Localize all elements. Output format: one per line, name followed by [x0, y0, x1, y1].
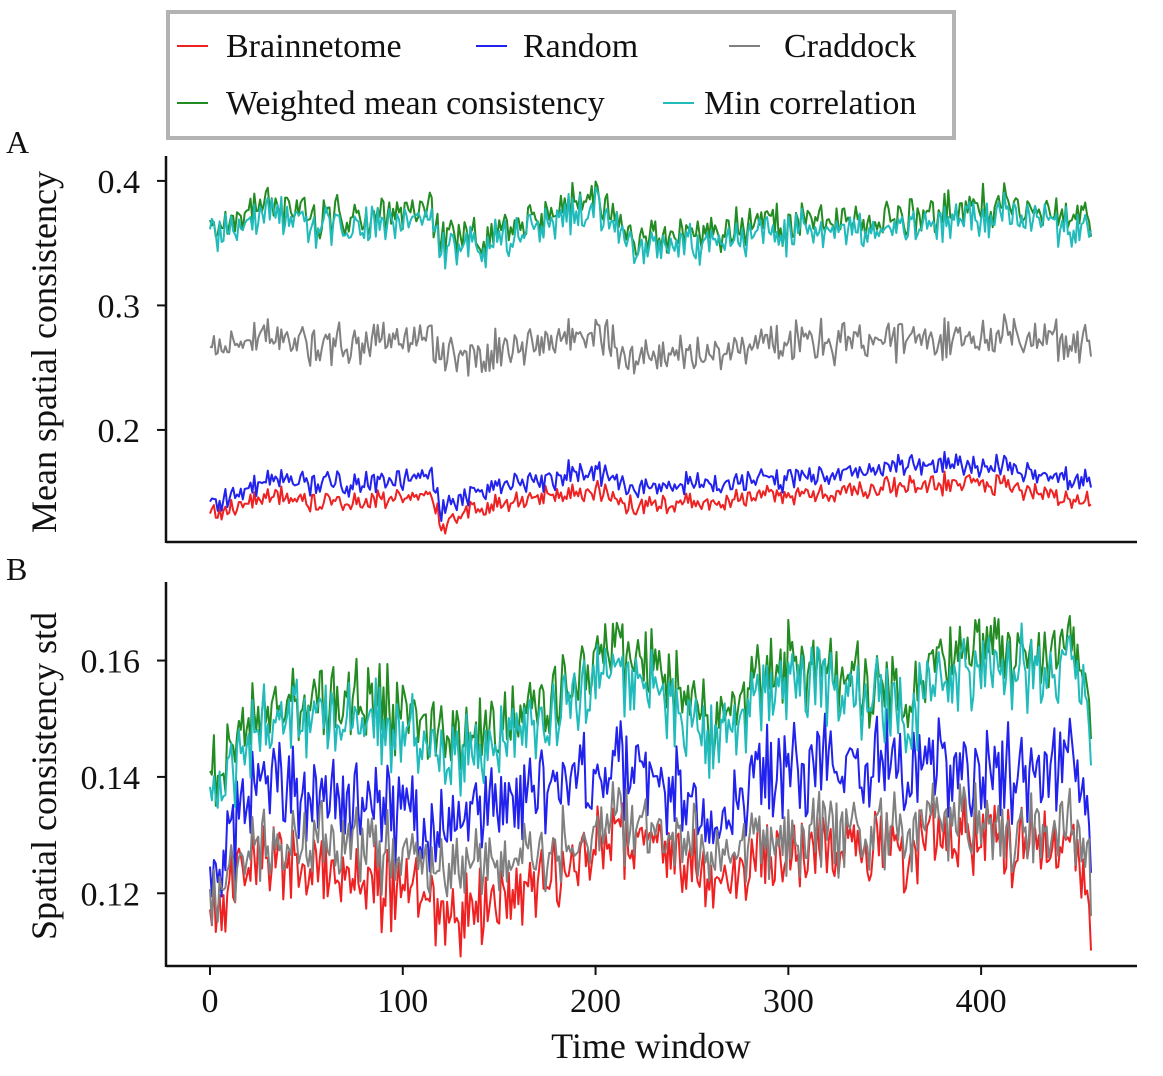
panel-a-y-tick-label: 0.4 — [98, 164, 141, 201]
panel-b-y-tick-label: 0.16 — [81, 644, 141, 681]
legend-entry-random: Random — [476, 28, 638, 65]
panel-a-series-random — [209, 450, 1092, 522]
panel-a-y-tick-label: 0.2 — [98, 413, 141, 450]
panel-b-x-tick-label: 200 — [570, 983, 621, 1020]
panel-a-series — [209, 180, 1092, 535]
legend-label-weighted-mean-consistency: Weighted mean consistency — [226, 85, 605, 122]
panel-b-x-tick-label: 100 — [377, 983, 428, 1020]
panel-a-series-craddock — [209, 313, 1092, 377]
panel-b-x-tick-label: 400 — [956, 983, 1007, 1020]
panel-b-series-craddock — [209, 781, 1092, 926]
panel-a: A Mean spatial consistency 0.2 0.3 0.4 — [6, 124, 1137, 544]
panel-a-y-axis-label: Mean spatial consistency — [24, 171, 64, 533]
legend-entry-weighted-mean-consistency: Weighted mean consistency — [177, 85, 605, 122]
panel-a-series-weighted-mean-consistency — [209, 180, 1092, 257]
panel-b-y-axis-label: Spatial consistency std — [24, 612, 64, 940]
panel-b-letter: B — [6, 551, 27, 587]
panel-b-ticks: 0.12 0.14 0.16 0 100 200 300 400 — [81, 644, 1007, 1020]
legend-entry-min-correlation: Min correlation — [663, 85, 916, 122]
panel-b-y-tick-label: 0.12 — [81, 876, 141, 913]
panel-b-x-axis-label: Time window — [551, 1026, 751, 1066]
legend-label-brainnetome: Brainnetome — [226, 28, 402, 65]
panel-b-x-tick-label: 0 — [202, 983, 219, 1020]
panel-a-ticks: 0.2 0.3 0.4 — [98, 164, 166, 450]
panel-b-series-min-correlation — [209, 622, 1092, 809]
panel-a-y-tick-label: 0.3 — [98, 288, 141, 325]
legend-label-craddock: Craddock — [784, 28, 916, 65]
panel-b-series — [209, 615, 1092, 958]
legend: Brainnetome Random Craddock Weighted mea… — [166, 10, 956, 140]
panel-b-x-tick-label: 300 — [763, 983, 814, 1020]
legend-entry-craddock: Craddock — [729, 28, 916, 65]
panel-a-series-min-correlation — [209, 186, 1092, 270]
legend-label-min-correlation: Min correlation — [704, 85, 916, 122]
legend-entry-brainnetome: Brainnetome — [177, 28, 402, 65]
legend-label-random: Random — [523, 28, 638, 65]
panel-b-series-random — [209, 708, 1092, 898]
panel-a-series-brainnetome — [209, 470, 1092, 535]
legend-frame — [166, 10, 956, 140]
panel-b: B Spatial consistency std 0.12 0.14 0.16 0 1… — [6, 551, 1137, 1066]
panel-a-letter: A — [6, 124, 29, 160]
panel-b-y-tick-label: 0.14 — [81, 760, 141, 797]
